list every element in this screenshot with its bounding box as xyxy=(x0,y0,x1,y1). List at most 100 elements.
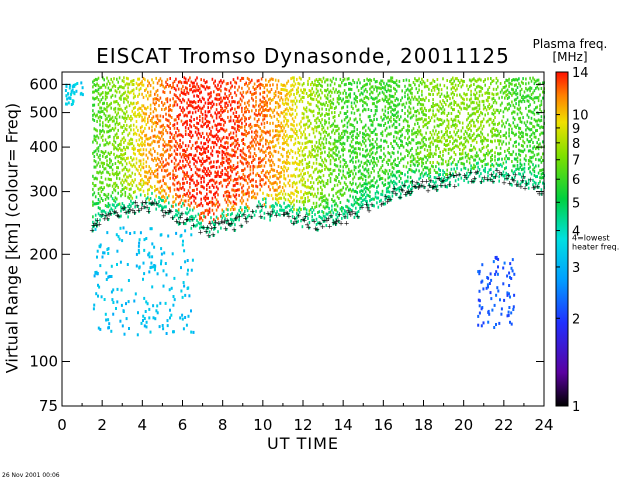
echo-mark xyxy=(279,114,281,118)
echo-mark xyxy=(416,164,419,168)
echo-mark xyxy=(93,97,96,101)
echo-mark xyxy=(225,159,228,163)
echo-mark xyxy=(235,181,238,185)
echo-mark xyxy=(235,202,238,206)
echo-mark xyxy=(196,149,198,153)
echo-mark xyxy=(426,174,429,177)
echo-mark xyxy=(93,83,96,87)
echo-mark xyxy=(215,180,218,184)
echo-mark xyxy=(154,107,156,111)
echo-mark xyxy=(359,182,361,186)
echo-mark xyxy=(214,203,216,207)
echo-mark xyxy=(499,130,502,133)
echo-mark xyxy=(159,153,162,157)
echo-mark xyxy=(490,139,492,143)
echo-mark xyxy=(491,121,493,125)
echo-mark xyxy=(238,129,240,132)
echo-mark xyxy=(132,128,135,132)
echo-mark xyxy=(474,147,477,151)
echo-mark xyxy=(349,170,351,174)
echo-mark xyxy=(297,81,299,85)
echo-mark xyxy=(439,118,441,121)
echo-mark xyxy=(173,86,176,90)
echo-mark xyxy=(176,209,179,213)
echo-mark xyxy=(123,140,125,144)
echo-mark xyxy=(201,175,204,179)
echo-mark xyxy=(311,148,313,152)
echo-mark xyxy=(235,165,238,169)
echo-mark xyxy=(241,93,243,97)
echo-mark xyxy=(471,155,474,159)
echo-mark xyxy=(241,224,243,228)
echo-mark xyxy=(353,147,356,151)
echo-mark xyxy=(125,211,128,215)
echo-mark xyxy=(120,160,122,164)
echo-mark xyxy=(497,123,499,126)
echo-mark xyxy=(345,82,347,86)
echo-mark xyxy=(229,208,232,212)
trace-mark: + xyxy=(138,205,144,213)
echo-mark xyxy=(385,116,388,120)
echo-mark xyxy=(229,108,232,112)
echo-mark xyxy=(248,191,250,195)
echo-mark xyxy=(314,149,316,153)
echo-mark xyxy=(255,180,257,184)
echo-mark xyxy=(303,207,305,211)
echo-mark xyxy=(328,193,330,197)
echo-mark xyxy=(318,124,321,128)
echo-mark xyxy=(339,97,342,101)
echo-mark xyxy=(221,144,224,148)
echo-mark xyxy=(300,146,302,150)
trace-mark: + xyxy=(420,178,426,186)
echo-mark xyxy=(475,134,478,138)
echo-mark xyxy=(238,85,240,89)
echo-mark xyxy=(187,174,190,178)
echo-mark xyxy=(224,217,226,221)
echo-mark xyxy=(393,118,395,121)
echo-mark xyxy=(251,92,253,96)
echo-mark xyxy=(236,141,239,145)
echo-mark xyxy=(161,107,163,111)
echo-mark xyxy=(343,162,346,166)
trace-mark: + xyxy=(285,210,291,218)
echo-mark xyxy=(180,166,183,170)
echo-mark xyxy=(329,214,332,218)
echo-mark xyxy=(242,212,245,216)
echo-mark xyxy=(398,118,401,121)
echo-mark xyxy=(273,95,276,99)
echo-mark xyxy=(232,200,235,204)
echo-mark xyxy=(281,83,284,87)
echo-mark xyxy=(419,102,422,106)
echo-mark xyxy=(419,176,422,180)
echo-mark xyxy=(487,96,489,100)
echo-mark xyxy=(117,144,119,147)
trace-mark: + xyxy=(181,219,187,227)
echo-mark xyxy=(305,92,308,95)
echo-mark xyxy=(208,110,211,113)
echo-mark xyxy=(390,100,392,104)
echo-mark xyxy=(345,116,347,120)
echo-mark xyxy=(471,134,474,137)
echo-mark xyxy=(203,142,205,146)
echo-mark xyxy=(475,151,478,155)
echo-mark xyxy=(466,118,468,122)
echo-mark xyxy=(215,116,218,120)
echo-mark xyxy=(284,135,287,139)
echo-mark xyxy=(376,163,378,167)
echo-mark xyxy=(107,130,110,134)
echo-mark xyxy=(461,143,464,147)
echo-mark xyxy=(107,91,110,95)
echo-mark xyxy=(138,151,141,155)
trace-mark: + xyxy=(403,191,409,199)
echo-mark xyxy=(421,77,423,81)
echo-mark xyxy=(494,139,496,143)
echo-mark xyxy=(217,139,219,143)
echo-layer: ++++++++++++++++++++++++++++++++++++++++… xyxy=(64,76,545,337)
echo-mark xyxy=(301,162,304,166)
echo-mark xyxy=(92,96,94,100)
echo-mark xyxy=(366,96,368,99)
echo-mark xyxy=(325,197,328,201)
trace-mark: + xyxy=(484,176,490,184)
echo-mark xyxy=(111,208,114,212)
echo-mark xyxy=(225,151,228,155)
